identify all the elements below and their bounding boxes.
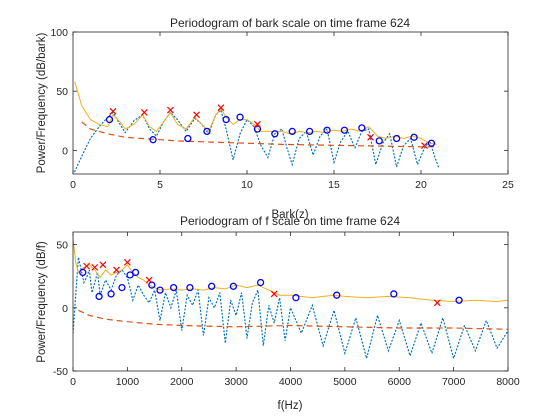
valley-marker <box>323 126 331 134</box>
f-scale-panel: Periodogram of f scale on time frame 624… <box>36 214 520 412</box>
peak-marker <box>140 109 148 116</box>
data-layer <box>74 81 439 173</box>
peak-marker <box>421 142 428 150</box>
x-tick-label: 1000 <box>116 376 140 388</box>
peak-marker <box>99 261 107 269</box>
envelope-line <box>73 238 508 303</box>
valley-marker <box>156 286 164 294</box>
x-tick-label: 10 <box>241 179 253 191</box>
x-tick-label: 3000 <box>224 376 248 388</box>
peak-marker <box>433 299 441 307</box>
valley-marker <box>292 294 300 302</box>
x-tick-label: 2000 <box>170 376 194 388</box>
x-tick-label: 5 <box>157 179 163 191</box>
y-axis-label: Power/Frequency (dB/bark) <box>36 33 48 174</box>
peak-marker <box>270 290 278 298</box>
valley-marker <box>131 268 140 277</box>
valley-marker <box>340 126 349 134</box>
floor-line <box>78 309 508 330</box>
valley-marker <box>105 115 114 124</box>
valley-marker <box>186 283 194 292</box>
valley-marker <box>333 291 341 299</box>
valley-marker <box>390 290 398 298</box>
x-tick-label: 6000 <box>388 376 412 388</box>
axes-box <box>72 31 509 175</box>
chart-title: Periodogram of f scale on time frame 624 <box>180 214 400 228</box>
y-axis-label: Power/Frequency (dB/f) <box>36 241 48 363</box>
valley-marker <box>392 134 401 143</box>
peak-marker <box>367 133 374 141</box>
x-tick-label: 25 <box>502 179 514 191</box>
peak-marker <box>193 111 200 119</box>
envelope-line <box>74 81 437 145</box>
x-tick-label: 20 <box>415 179 427 191</box>
valley-marker <box>375 137 383 145</box>
spectrum-line <box>73 257 508 361</box>
valley-marker <box>222 115 230 124</box>
peak-marker <box>123 258 131 266</box>
valley-marker <box>455 296 463 304</box>
valley-marker <box>203 127 211 136</box>
valley-marker <box>410 133 418 141</box>
x-tick-label: 5000 <box>333 376 357 388</box>
plot-area <box>73 32 508 174</box>
y-tick-label: -50 <box>53 366 68 378</box>
x-tick-label: 7000 <box>442 376 466 388</box>
peak-marker <box>113 266 120 274</box>
y-tick-label: 50 <box>56 86 68 98</box>
peak-marker <box>217 104 225 112</box>
bark-scale-panel: Periodogram of bark scale on time frame … <box>36 16 514 221</box>
valley-marker <box>169 283 178 292</box>
chart-title: Periodogram of bark scale on time frame … <box>170 16 410 30</box>
peak-marker <box>145 276 153 284</box>
valley-marker <box>427 139 436 147</box>
spectrum-line <box>74 109 439 173</box>
peak-marker <box>83 262 91 270</box>
valley-marker <box>107 290 115 298</box>
peak-marker <box>91 263 99 271</box>
x-tick-label: 4000 <box>279 376 303 388</box>
data-layer <box>73 238 508 361</box>
valley-marker <box>208 282 216 290</box>
peak-marker <box>109 107 117 115</box>
valley-marker <box>95 292 103 301</box>
x-tick-label: 15 <box>328 179 340 191</box>
x-tick-label: 0 <box>70 179 76 191</box>
y-tick-label: 0 <box>62 145 68 157</box>
x-axis-label: f(Hz) <box>278 400 303 412</box>
valley-marker <box>256 278 265 287</box>
valley-marker <box>305 127 314 136</box>
valley-marker <box>236 113 244 121</box>
valley-marker <box>229 282 238 290</box>
valley-marker <box>79 268 87 277</box>
valley-marker <box>358 124 366 132</box>
y-tick-label: 0 <box>62 303 68 315</box>
y-tick-label: 50 <box>56 240 68 252</box>
valley-marker <box>184 134 192 143</box>
plot-area <box>73 232 508 371</box>
valley-marker <box>118 283 126 292</box>
x-tick-label: 8000 <box>496 376 520 388</box>
x-axis-label: Bark(z) <box>271 209 308 221</box>
valley-marker <box>271 130 279 138</box>
peak-marker <box>167 106 174 114</box>
floor-line <box>81 121 439 148</box>
valley-marker <box>149 136 157 144</box>
valley-marker <box>288 127 296 136</box>
valley-marker <box>253 125 262 133</box>
x-tick-label: 0 <box>70 376 76 388</box>
peak-marker <box>254 120 261 128</box>
y-tick-label: 100 <box>50 27 68 39</box>
